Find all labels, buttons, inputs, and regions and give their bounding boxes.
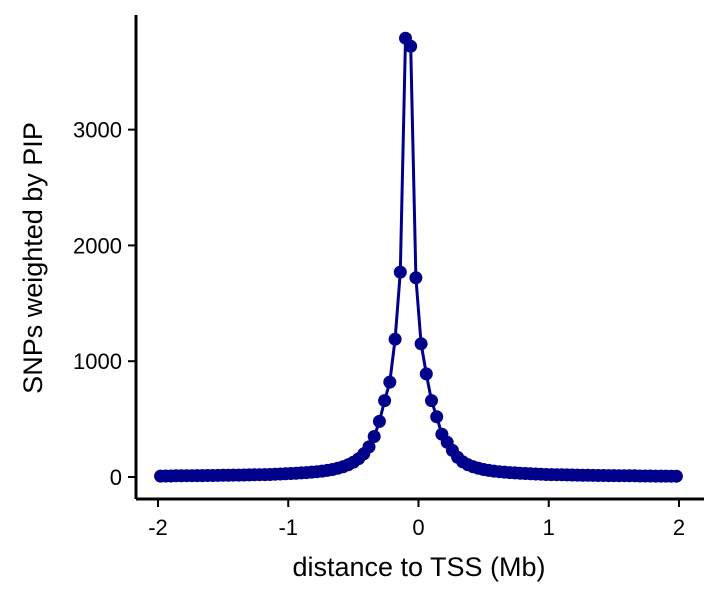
data-point [430, 410, 444, 424]
x-axis-ticks: -2 -1 0 1 2 [148, 499, 685, 540]
data-point [367, 430, 381, 443]
x-tick-label: 0 [412, 515, 424, 540]
y-axis-title: SNPs weighted by PIP [18, 122, 48, 394]
data-point [404, 39, 418, 53]
x-tick-label: 2 [673, 515, 685, 540]
y-tick-label: 2000 [73, 233, 122, 258]
y-tick-label: 0 [110, 465, 122, 490]
data-point [419, 367, 433, 381]
data-point [383, 375, 397, 389]
x-tick-label: -2 [148, 515, 168, 540]
series-line [160, 36, 677, 478]
data-point [388, 332, 402, 346]
data-point [414, 337, 428, 351]
x-tick-label: 1 [543, 515, 555, 540]
data-point [372, 414, 386, 428]
data-point [393, 265, 407, 279]
data-point [362, 440, 376, 454]
x-tick-label: -1 [278, 515, 298, 540]
plot-area [154, 31, 683, 483]
data-point [669, 469, 683, 483]
data-point [409, 271, 423, 285]
data-point [378, 394, 392, 408]
y-tick-label: 3000 [73, 118, 122, 143]
y-axis-ticks: 0 1000 2000 3000 [73, 118, 136, 490]
x-axis-title: distance to TSS (Mb) [292, 552, 545, 582]
data-point [425, 394, 438, 408]
y-tick-label: 1000 [73, 349, 122, 374]
